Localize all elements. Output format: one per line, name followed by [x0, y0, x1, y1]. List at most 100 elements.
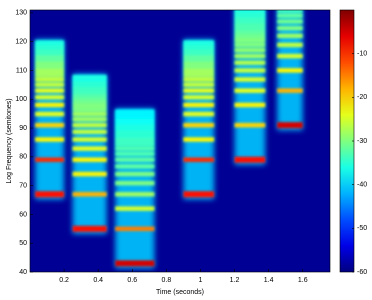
harmonic: [183, 42, 215, 48]
harmonic: [277, 10, 303, 13]
harmonic: [35, 137, 65, 142]
harmonic: [115, 226, 155, 232]
harmonic: [115, 206, 155, 211]
harmonic: [115, 133, 155, 138]
harmonic: [72, 107, 107, 112]
y-tick-label: 50: [19, 240, 27, 247]
harmonic: [183, 60, 215, 65]
colorbar-tick-label: -40: [357, 182, 367, 189]
harmonic: [234, 22, 266, 27]
harmonic: [35, 47, 65, 53]
harmonic: [115, 117, 155, 122]
harmonic: [183, 57, 215, 62]
harmonic: [183, 82, 215, 87]
plot-frame: [29, 9, 331, 273]
harmonic: [115, 111, 155, 117]
harmonic: [72, 225, 107, 232]
colorbar-tick-label: -20: [357, 94, 367, 101]
harmonic: [35, 191, 65, 198]
harmonic: [72, 79, 107, 85]
harmonic: [72, 129, 107, 135]
x-tick-label: 0.8: [161, 277, 171, 284]
harmonic: [115, 146, 155, 151]
harmonic: [115, 180, 155, 186]
y-tick-label: 130: [15, 10, 27, 17]
harmonic: [183, 95, 215, 100]
harmonic: [234, 68, 266, 73]
harmonic: [115, 109, 155, 114]
harmonic: [234, 25, 266, 31]
harmonic: [115, 260, 155, 267]
harmonic: [277, 68, 303, 73]
harmonic: [183, 45, 215, 50]
y-tick-label: 70: [19, 182, 27, 189]
harmonic: [183, 47, 215, 53]
harmonic: [35, 57, 65, 62]
harmonic: [35, 88, 65, 93]
harmonic: [115, 137, 155, 142]
harmonic: [183, 157, 215, 162]
harmonic: [72, 111, 107, 117]
harmonic: [72, 98, 107, 104]
harmonic: [72, 146, 107, 151]
harmonic: [183, 137, 215, 142]
harmonic: [234, 122, 266, 128]
harmonic: [234, 10, 266, 13]
harmonic: [234, 60, 266, 65]
harmonic: [234, 102, 266, 108]
harmonic: [72, 171, 107, 177]
x-tick-label: 1.4: [264, 277, 274, 284]
harmonic: [115, 192, 155, 197]
x-tick-label: 1.6: [298, 277, 308, 284]
harmonic: [35, 68, 65, 73]
harmonic: [183, 122, 215, 128]
y-tick-label: 100: [15, 96, 27, 103]
harmonic: [115, 164, 155, 169]
harmonic: [35, 122, 65, 128]
harmonic: [35, 72, 65, 77]
harmonic: [35, 64, 65, 69]
plot-area: [35, 10, 303, 269]
harmonic: [115, 114, 155, 119]
harmonic: [277, 33, 303, 39]
y-tick-label: 80: [19, 154, 27, 161]
harmonic: [234, 19, 266, 24]
harmonic: [72, 102, 107, 108]
harmonic: [183, 50, 215, 56]
harmonic: [234, 42, 266, 48]
harmonic: [183, 72, 215, 77]
colorbar-tick-label: -10: [357, 51, 367, 58]
harmonic: [277, 122, 303, 129]
harmonic: [234, 77, 266, 82]
harmonic: [72, 157, 107, 162]
harmonic: [183, 102, 215, 108]
harmonic: [72, 85, 107, 90]
harmonic: [115, 129, 155, 135]
y-tick-label: 40: [19, 269, 27, 276]
harmonic: [234, 37, 266, 43]
harmonic: [277, 13, 303, 18]
harmonic: [35, 77, 65, 82]
harmonic: [277, 53, 303, 59]
x-tick-label: 0.2: [59, 277, 69, 284]
x-tick-label: 0.6: [127, 277, 137, 284]
harmonic: [234, 88, 266, 93]
harmonic: [72, 82, 107, 87]
harmonic: [234, 29, 266, 35]
harmonic: [183, 77, 215, 82]
harmonic: [72, 95, 107, 100]
x-tick-label: 0.4: [93, 277, 103, 284]
harmonic: [234, 33, 266, 39]
harmonic: [35, 40, 65, 45]
colorbar-tick-label: -60: [357, 269, 367, 276]
colorbar-tick-label: -30: [357, 138, 367, 145]
harmonic: [183, 111, 215, 117]
harmonic: [277, 42, 303, 48]
harmonic: [234, 156, 266, 163]
harmonic: [35, 50, 65, 56]
harmonic: [234, 13, 266, 18]
x-axis-label: Time (seconds): [156, 289, 204, 296]
harmonic: [35, 42, 65, 48]
harmonic: [72, 77, 107, 82]
